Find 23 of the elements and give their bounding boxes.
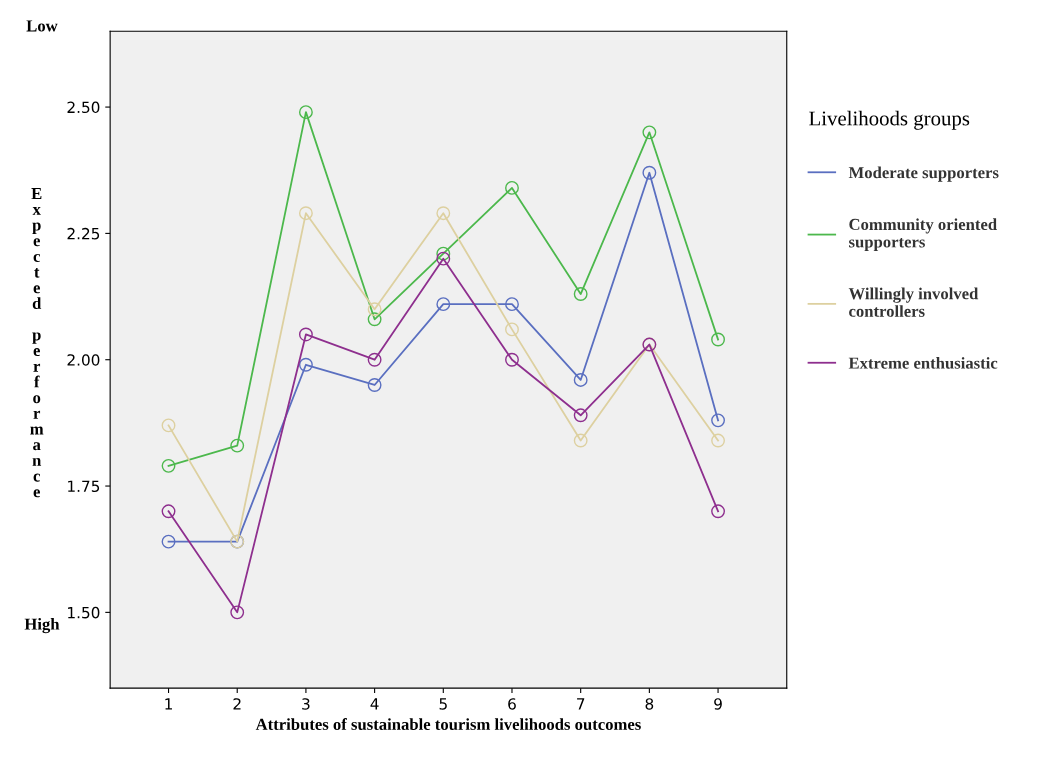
legend-label: Extreme enthusiastic	[848, 357, 998, 369]
legend-label: Community oriented supporters	[849, 218, 997, 251]
x-tick-label: 8	[645, 698, 654, 710]
x-tick-label: 6	[508, 698, 516, 710]
legend-label: Moderate supporters	[848, 166, 999, 182]
x-axis-title: Attributes of sustainable tourism livelihoods outcomes	[255, 718, 641, 730]
x-tick-label: 7	[577, 698, 585, 710]
y-tick-label: 1.75	[68, 480, 100, 493]
legend-title: Livelihoods groups	[809, 110, 970, 130]
x-tick-label: 3	[302, 698, 310, 710]
x-tick-label: 4	[370, 698, 379, 710]
y-tick-label: 2.00	[67, 354, 100, 366]
x-tick-label: 1	[165, 698, 172, 710]
y-tick-label: 2.50	[67, 101, 100, 114]
x-tick-label: 5	[439, 698, 447, 710]
y-tick-label: 2.25	[67, 227, 100, 240]
x-tick-label: 9	[714, 698, 722, 710]
text: Expected performance	[30, 188, 44, 498]
text: Low	[26, 20, 58, 32]
x-tick-label: 2	[233, 698, 241, 710]
legend-label: Willingly involved controllers	[848, 287, 979, 317]
text: High	[24, 617, 60, 634]
y-tick-label: 1.50	[68, 606, 100, 619]
